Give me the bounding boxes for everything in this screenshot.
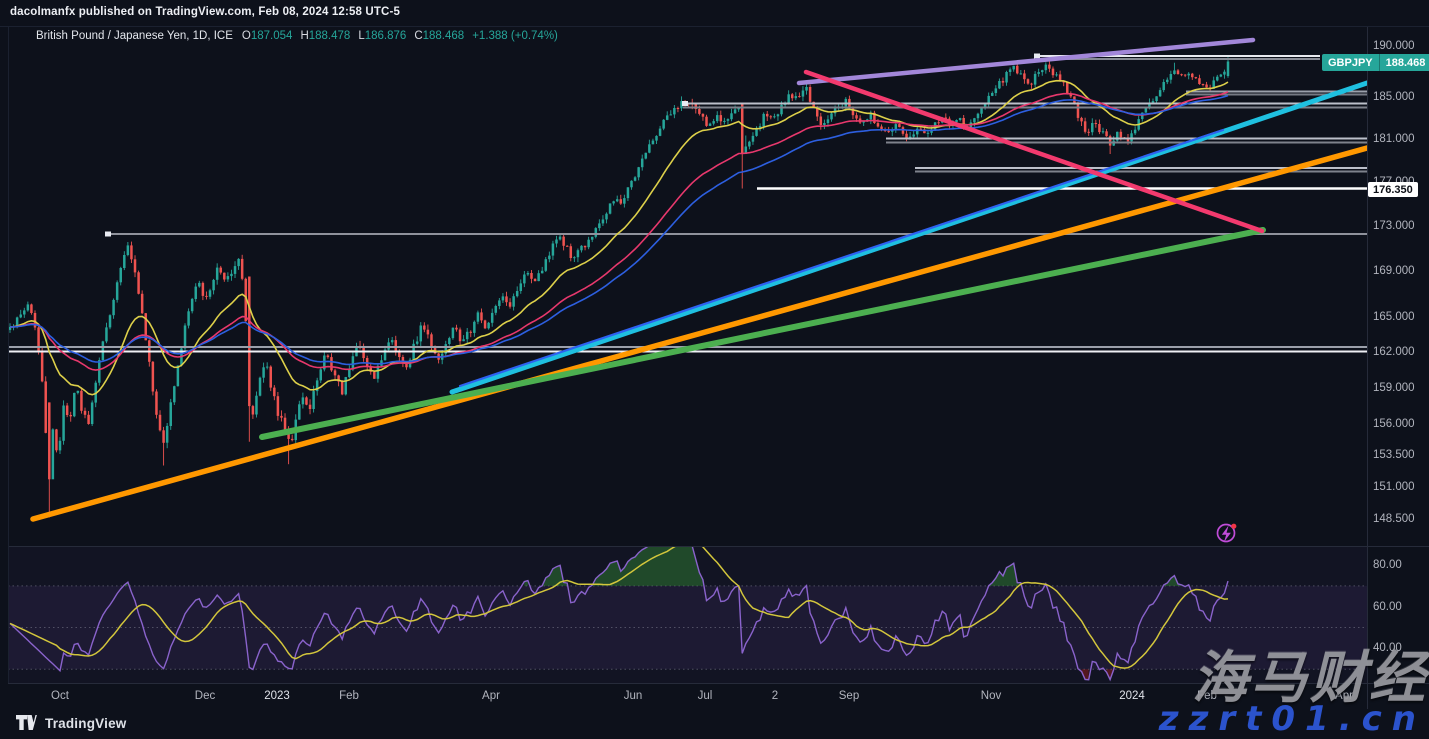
tradingview-brand-label: TradingView (45, 716, 127, 731)
time-tick-label: 2023 (264, 690, 290, 702)
ema-fast-line (9, 79, 1229, 396)
time-tick-label: Sep (838, 690, 860, 702)
watermark-url-text: zzrt01.cn (1158, 699, 1426, 739)
close-value: 188.468 (422, 30, 465, 42)
high-label: H (300, 30, 309, 42)
price-tick-label: 190.000 (1373, 40, 1415, 52)
time-tick-label: 2 (771, 690, 779, 702)
rsi-indicator-layer (9, 547, 1229, 682)
rsi-line (9, 547, 1229, 682)
price-tick-label: 151.000 (1373, 480, 1415, 493)
last-price-badge-symbol: GBPJPY (1328, 56, 1373, 69)
open-value: 187.054 (250, 30, 293, 42)
cyan-uptrend[interactable] (449, 80, 1367, 395)
trendlines-layer[interactable] (30, 37, 1367, 522)
time-tick-label: 2024 (1119, 690, 1145, 702)
rsi-tick-label: 40.00 (1373, 642, 1402, 655)
time-tick-label: Feb (1197, 690, 1217, 702)
candles-layer (8, 57, 1230, 518)
purple-resistance[interactable] (796, 37, 1256, 86)
price-tick-label: 156.000 (1373, 418, 1415, 431)
last-price-badge: GBPJPY 188.468 (1322, 54, 1429, 71)
price-tick-label: 153.500 (1373, 449, 1415, 462)
price-tick-label: 181.000 (1373, 133, 1415, 146)
pane-borders (0, 26, 1429, 709)
price-tick-label: 159.000 (1373, 381, 1415, 394)
price-tick-label: 148.500 (1373, 513, 1415, 525)
open-label: O (241, 30, 251, 42)
symbol-legend: British Pound / Japanese Yen, 1D, ICE O18… (36, 30, 561, 42)
rsi-tick-label: 60.00 (1373, 600, 1402, 613)
time-tick-label: Jun (623, 690, 643, 702)
time-tick-label: Apr (1335, 690, 1353, 702)
close-label: C (414, 30, 423, 42)
watermark-cjk-text: 海马财经 (1192, 646, 1428, 711)
price-tick-label: 169.000 (1373, 264, 1415, 277)
rsi-ma-line (9, 547, 1229, 669)
published-attribution: dacolmanfx published on TradingView.com,… (10, 6, 400, 18)
time-tick-label: Oct (51, 690, 69, 702)
flash-drawing-icon (1216, 523, 1237, 543)
price-tick-label: 185.000 (1373, 91, 1415, 104)
time-tick-label: Nov (980, 690, 1002, 702)
rsi-tick-label: 80.00 (1373, 559, 1402, 571)
price-tick-label: 162.000 (1373, 345, 1415, 358)
symbol-title: British Pound / Japanese Yen, 1D, ICE (36, 30, 233, 42)
ema-mid-line (10, 91, 1229, 371)
green-uptrend[interactable] (259, 227, 1266, 440)
ema-slow-line (10, 94, 1229, 366)
change-value: +1.388 (+0.74%) (472, 30, 558, 42)
time-tick-label: Feb (339, 690, 359, 702)
last-price-badge-value: 188.468 (1378, 54, 1429, 71)
time-tick-label: Jul (697, 690, 713, 702)
tradingview-brand-link[interactable]: TradingView (16, 715, 126, 732)
low-value: 186.876 (364, 30, 407, 42)
time-tick-label: Apr (482, 690, 500, 702)
orange-uptrend[interactable] (30, 145, 1367, 522)
tradingview-logo-icon (16, 715, 37, 730)
low-label: L (358, 30, 365, 42)
price-tick-label: 165.000 (1373, 310, 1415, 323)
high-value: 188.478 (308, 30, 351, 42)
moving-averages-layer (9, 79, 1229, 396)
level-price-badge: 176.350 (1368, 182, 1418, 197)
price-tick-label: 173.000 (1373, 219, 1415, 232)
pink-downtrend[interactable] (803, 69, 1265, 234)
time-tick-label: Dec (194, 690, 216, 702)
